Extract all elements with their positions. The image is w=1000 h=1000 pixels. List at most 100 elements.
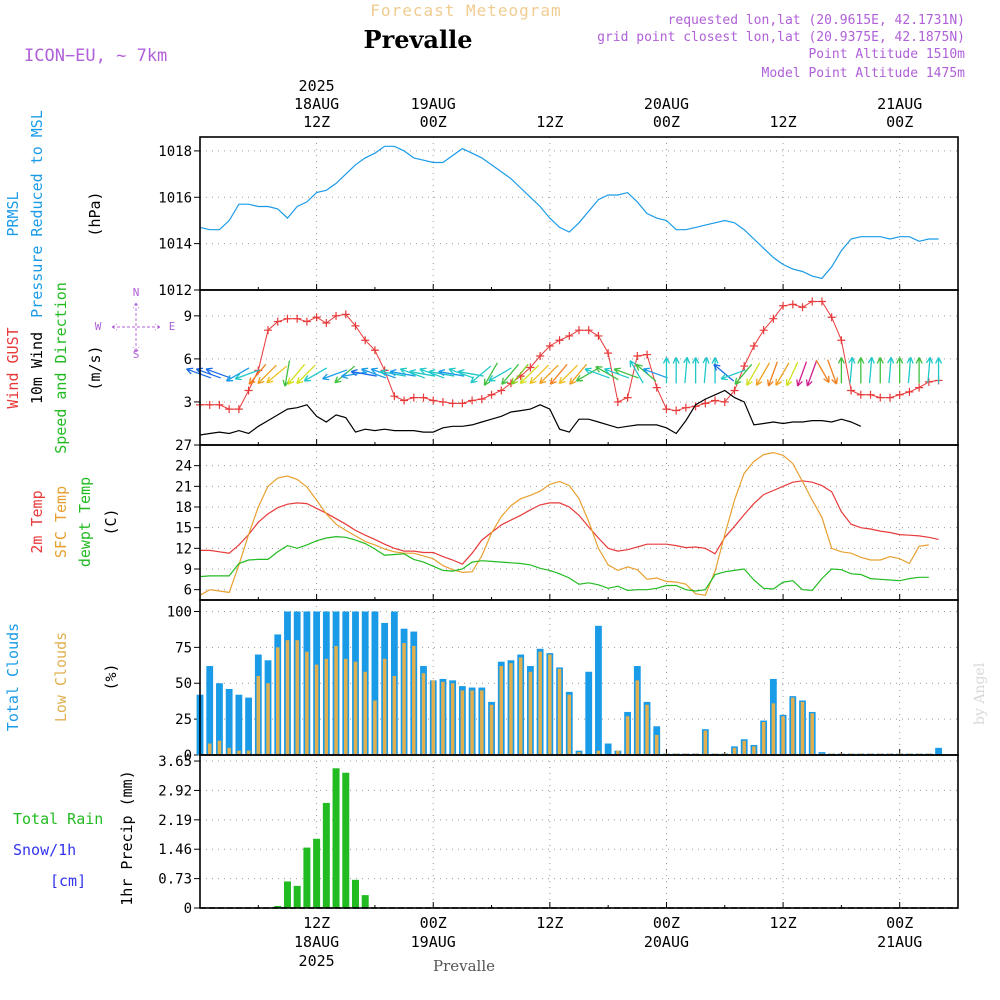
wind-arrow <box>662 357 671 384</box>
dewpoint-line <box>199 535 929 592</box>
wind-arrow <box>642 367 668 379</box>
bar-low-clouds <box>771 703 776 755</box>
bar-low-clouds <box>431 680 435 755</box>
wind-arrow <box>287 363 306 385</box>
gust-marker <box>788 300 797 309</box>
wind-arrow <box>867 356 875 384</box>
wind-arrow <box>702 356 710 384</box>
gust-marker <box>526 363 535 372</box>
bar-low-clouds <box>450 683 455 755</box>
gust-marker <box>924 377 933 386</box>
location-title: Prevalle <box>364 25 473 54</box>
wind-arrow <box>711 357 719 384</box>
watermark: by Angel <box>972 662 988 725</box>
bar-low-clouds <box>625 716 630 755</box>
pressure-line <box>199 145 939 280</box>
wind-arrow <box>488 367 512 382</box>
compass-label-n: N <box>133 286 140 299</box>
wind-arrow <box>734 363 753 385</box>
gust-marker <box>798 303 807 312</box>
wind-arrow <box>303 367 328 382</box>
bar-low-clouds <box>761 721 766 755</box>
gust-marker <box>468 396 477 405</box>
gust-marker <box>545 341 554 350</box>
axis-label: Speed and Direction <box>52 282 70 454</box>
gust-marker <box>749 341 758 350</box>
bar-low-clouds <box>412 645 416 755</box>
wind-arrow <box>692 357 700 384</box>
wind-arrow <box>796 361 808 387</box>
bar-low-clouds <box>810 713 814 755</box>
gust-marker <box>477 395 486 404</box>
gust-marker <box>837 336 846 345</box>
bar-low-clouds <box>314 664 319 755</box>
wind-arrow <box>672 357 680 384</box>
gust-marker <box>720 397 729 406</box>
gust-marker <box>332 311 341 320</box>
axis-label: (m/s) <box>86 345 104 390</box>
wind-arrow <box>341 371 368 380</box>
wind-arrow <box>257 364 277 385</box>
bar-precip <box>351 879 359 908</box>
bar-low-clouds <box>460 690 465 755</box>
y-tick-label: 6 <box>184 352 192 368</box>
panel-frame <box>199 444 959 601</box>
gust-marker <box>341 310 350 319</box>
gust-marker <box>594 331 603 340</box>
y-tick-label: 21 <box>175 479 192 495</box>
y-tick-label: 3.65 <box>158 754 192 770</box>
gust-marker <box>565 331 574 340</box>
wind-arrow <box>539 364 559 385</box>
bar-low-clouds <box>305 651 309 755</box>
compass-rose: N S W E <box>95 286 176 361</box>
gust-marker <box>244 386 253 395</box>
wind-arrow <box>510 363 529 385</box>
bar-low-clouds <box>635 680 640 755</box>
bar-precip <box>283 881 291 908</box>
wind-arrow <box>857 357 865 384</box>
bar-precip <box>322 802 330 908</box>
wind-arrow <box>350 369 377 377</box>
wind-arrow <box>248 363 267 385</box>
wind-arrow <box>755 362 771 386</box>
chart-subtitle: Forecast Meteogram <box>370 1 561 20</box>
axis-label: Pressure Reduced to MSL <box>28 110 46 318</box>
bar-low-clouds <box>616 750 620 755</box>
wind-arrow <box>409 369 436 377</box>
wind-arrow <box>848 356 856 384</box>
gust-marker <box>769 314 778 323</box>
gust-marker <box>312 313 321 322</box>
compass-label-e: E <box>169 320 176 333</box>
gust-marker <box>555 336 564 345</box>
point-altitude: Point Altitude 1510m <box>808 47 965 62</box>
gust-marker <box>604 349 613 358</box>
wind-arrow <box>529 364 549 385</box>
y-tick-label: 27 <box>175 438 192 454</box>
wind-arrow <box>470 365 492 384</box>
bar-low-clouds <box>752 746 756 755</box>
compass-label-w: W <box>95 320 102 333</box>
bar-total-clouds <box>935 747 942 755</box>
bar-low-clouds <box>324 658 329 755</box>
gust-marker <box>390 392 399 401</box>
gust-marker <box>283 314 292 323</box>
bar-low-clouds <box>207 743 212 755</box>
gust-marker <box>458 399 467 408</box>
wind-arrow <box>746 362 761 386</box>
y-tick-label: 3 <box>184 395 192 411</box>
y-tick-label: 1016 <box>158 190 192 206</box>
wind-arrow <box>915 357 923 384</box>
chart-panels: 1012 1014 1016 1018 3 6 9 N S W E 6 9 12 15 18 21 24 27 0 25… <box>4 110 959 917</box>
gust-marker <box>575 326 583 335</box>
y-tick-label: 1012 <box>158 283 192 299</box>
bar-low-clouds <box>373 700 377 755</box>
wind-arrow <box>876 357 884 384</box>
gust-marker <box>419 393 428 402</box>
bar-total-clouds <box>585 671 593 755</box>
compass-arrows <box>111 302 161 353</box>
wind-arrow <box>549 363 568 385</box>
bar-low-clouds <box>441 681 445 755</box>
gust-marker <box>264 326 273 335</box>
bar-low-clouds <box>334 645 338 755</box>
bar-low-clouds <box>256 676 261 755</box>
